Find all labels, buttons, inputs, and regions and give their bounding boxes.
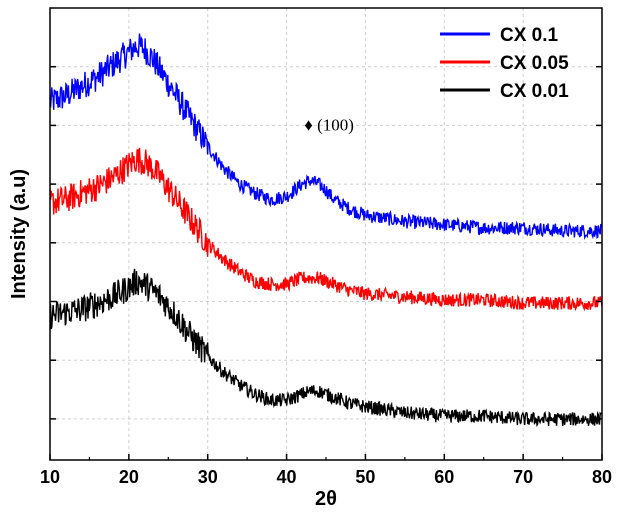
x-tick-label: 20 [119, 467, 139, 487]
peak-annotation: ♦ (100) [304, 116, 354, 135]
x-tick-label: 80 [592, 467, 612, 487]
axis-ticks: 10 20 30 40 50 60 70 80 [40, 65, 612, 487]
x-axis-label: 2θ [315, 488, 337, 510]
legend-label: CX 0.01 [500, 81, 569, 102]
series-line-2 [49, 147, 603, 312]
x-tick-label: 50 [355, 467, 375, 487]
grid [50, 8, 602, 460]
x-tick-label: 70 [513, 467, 533, 487]
x-tick-label: 60 [434, 467, 454, 487]
series-line-3 [49, 268, 603, 427]
series-group [49, 33, 603, 427]
legend-label: CX 0.1 [500, 25, 559, 46]
x-tick-label: 40 [277, 467, 297, 487]
legend: CX 0.1 CX 0.05 CX 0.01 [440, 25, 569, 102]
series-line-1 [49, 33, 603, 241]
legend-label: CX 0.05 [500, 53, 569, 74]
x-tick-label: 30 [198, 467, 218, 487]
y-axis-label: Intensity (a.u) [8, 169, 30, 299]
x-tick-label: 10 [40, 467, 60, 487]
annotations: ♦ (002)♦ (100) [304, 116, 354, 135]
